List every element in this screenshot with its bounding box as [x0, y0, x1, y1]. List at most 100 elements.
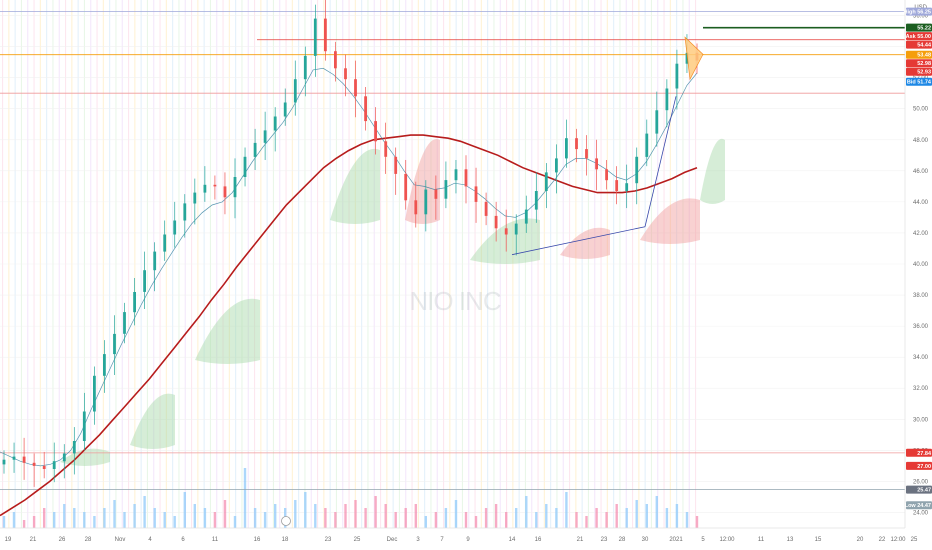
candle-body: [374, 121, 377, 142]
candle-body: [253, 142, 257, 157]
candle-body: [544, 172, 548, 191]
candle-body: [404, 173, 408, 201]
time-tick-label: 19: [5, 537, 12, 543]
candle-body: [414, 200, 418, 215]
triangle-drawing[interactable]: [684, 36, 704, 81]
volume-bar: [53, 512, 56, 528]
volume-bar: [675, 504, 679, 528]
cloud-band: [130, 393, 175, 449]
candle-body: [434, 189, 438, 199]
candle-body: [615, 180, 619, 191]
time-tick-label: 7: [440, 537, 444, 543]
price-tick-label: 46.00: [913, 169, 929, 175]
volume-bar: [32, 516, 36, 528]
price-label-box: [906, 50, 932, 59]
volume-bar: [605, 512, 608, 528]
candle-body: [575, 138, 578, 150]
candle-body: [173, 220, 177, 235]
price-tick-label: 26.00: [913, 479, 929, 485]
candle-body: [2, 459, 6, 465]
volume-bar: [454, 500, 458, 528]
volume-bar: [83, 512, 86, 528]
candle-body: [313, 18, 317, 56]
volume-bar: [555, 508, 558, 528]
candle-body: [675, 63, 679, 89]
price-tick-label: 34.00: [913, 355, 929, 361]
price-label: 27.84: [917, 451, 932, 457]
candle-body: [193, 192, 197, 204]
volume-bar: [565, 492, 568, 528]
price-label-box: [906, 485, 932, 494]
event-markers[interactable]: [281, 516, 291, 526]
moving-averages: [0, 67, 698, 517]
volume-bar: [384, 504, 387, 528]
horizontal-levels[interactable]: [0, 11, 905, 491]
volume-bar: [12, 512, 16, 528]
cloud-band: [560, 227, 610, 259]
volume-bar: [515, 508, 518, 528]
price-label-box: [906, 40, 932, 49]
candle-body: [384, 141, 388, 157]
cloud-band: [405, 139, 440, 224]
price-label-box: [906, 23, 932, 32]
price-label-box: [906, 67, 932, 76]
volume-bar: [364, 508, 367, 528]
candle-body: [524, 209, 528, 224]
volume-bar: [494, 504, 498, 528]
time-tick-label: 9: [466, 537, 470, 543]
volume-bar: [434, 512, 438, 528]
candle-body: [354, 79, 357, 97]
candle-body: [655, 110, 659, 134]
candle-body: [203, 184, 207, 193]
volume-bar: [585, 516, 588, 528]
candle-body: [133, 292, 136, 313]
price-label-box: [906, 32, 932, 41]
price-tick-label: 50.00: [913, 107, 929, 113]
price-tick-label: 32.00: [913, 386, 929, 392]
price-axis[interactable]: USD24.0026.0028.0030.0032.0034.0036.0038…: [903, 0, 932, 550]
time-tick-label: 21: [577, 537, 584, 543]
candle-body: [183, 203, 187, 221]
time-axis[interactable]: 19 21 26 28 Nov 4 6 11 16 18 23 25 Dec 3 7 9 14 16 21 23 28 3…: [0, 527, 918, 543]
candle-body: [303, 55, 307, 80]
time-tick-label: 25: [354, 537, 361, 543]
volume-bar: [575, 512, 578, 528]
low-label: Low 24.47: [905, 503, 931, 509]
cloud-band: [195, 298, 260, 364]
candle-body: [534, 191, 538, 210]
candle-body: [113, 333, 116, 355]
price-label: Bid 51.74: [907, 80, 932, 86]
volume-bar: [635, 500, 638, 528]
time-tick-label: 21: [30, 537, 37, 543]
volume-bar: [294, 500, 297, 528]
volume-bar: [213, 512, 217, 528]
price-tick-label: 38.00: [913, 293, 929, 299]
moving-average-ma-200: [0, 134, 698, 517]
time-tick-label: 5: [701, 537, 705, 543]
price-label: 53.48: [917, 53, 931, 59]
volume-bar: [163, 512, 166, 528]
price-label: 55.22: [917, 26, 931, 32]
price-label: Ask 55.00: [906, 34, 931, 40]
trendlines[interactable]: [511, 96, 677, 256]
time-tick-label: 26: [59, 537, 66, 543]
candle-body: [12, 456, 16, 460]
time-tick-label: 16: [535, 537, 542, 543]
volume-bar: [625, 508, 628, 528]
price-candles: [2, 0, 699, 487]
candle-body: [625, 183, 629, 191]
candle-body: [424, 189, 428, 215]
candle-body: [444, 180, 448, 199]
candle-body: [364, 96, 367, 122]
volume-bar: [394, 512, 397, 528]
candle-body: [555, 158, 558, 173]
volume-bar: [153, 508, 156, 528]
cloud-band: [640, 198, 700, 244]
candle-body: [334, 51, 337, 69]
horizontal-gridlines: [0, 15, 905, 513]
low-label-box: [906, 501, 932, 510]
time-tick-label: 30: [642, 537, 649, 543]
volume-bar: [474, 516, 478, 528]
